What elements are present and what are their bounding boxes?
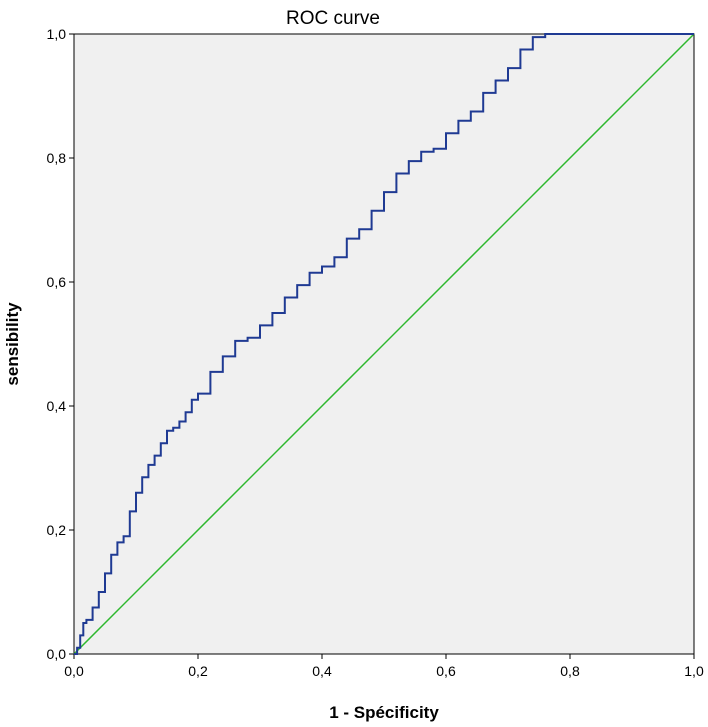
chart-title: ROC curve <box>286 8 380 29</box>
y-axis-label: sensibility <box>3 302 22 386</box>
y-tick-label: 0,2 <box>47 522 67 538</box>
y-tick-label: 0,0 <box>47 646 67 662</box>
reference-diagonal-line <box>73 33 695 655</box>
y-tick-label: 0,6 <box>47 274 67 290</box>
roc-curve-line <box>74 33 694 655</box>
y-axis-ticks: 0,0 0,2 0,4 0,6 0,8 1,0 <box>47 26 74 662</box>
x-tick-label: 0,4 <box>312 663 332 679</box>
x-tick-label: 1,0 <box>684 663 704 679</box>
x-tick-label: 0,2 <box>188 663 208 679</box>
x-tick-label: 0,0 <box>64 663 84 679</box>
y-tick-label: 1,0 <box>47 26 67 42</box>
x-tick-label: 0,8 <box>560 663 580 679</box>
x-tick-label: 0,6 <box>436 663 456 679</box>
series-layer <box>73 33 695 655</box>
x-axis-label: 1 - Spécificity <box>329 703 439 722</box>
y-tick-label: 0,8 <box>47 150 67 166</box>
x-axis-ticks: 0,0 0,2 0,4 0,6 0,8 1,0 <box>64 654 704 679</box>
y-tick-label: 0,4 <box>47 398 67 414</box>
